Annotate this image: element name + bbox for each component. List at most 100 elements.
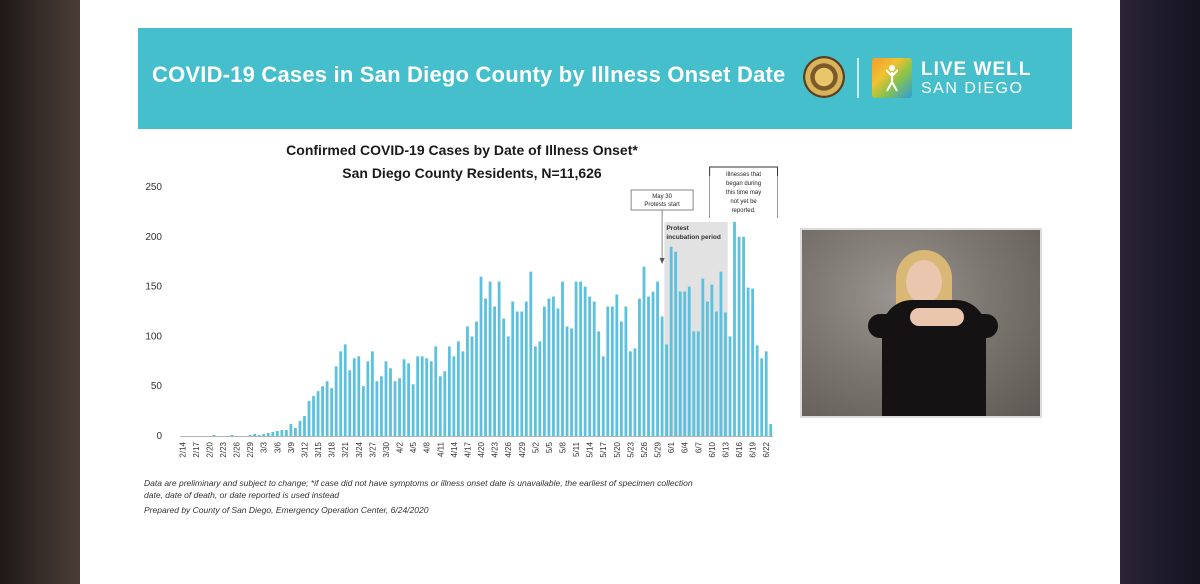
- x-tick-label: 2/29: [246, 441, 255, 457]
- x-tick-label: 2/17: [192, 441, 201, 457]
- bar: [556, 308, 560, 436]
- bar: [583, 286, 587, 436]
- bar: [610, 306, 614, 436]
- bar: [533, 346, 537, 436]
- x-tick-label: 3/6: [273, 441, 282, 453]
- bar: [475, 321, 478, 436]
- bar: [456, 341, 460, 436]
- y-tick-label: 150: [145, 282, 162, 293]
- bar: [696, 331, 700, 436]
- banner: COVID-19 Cases in San Diego County by Il…: [138, 28, 1072, 129]
- bar: [579, 281, 583, 436]
- bar: [343, 344, 347, 436]
- x-tick-label: 3/18: [328, 441, 337, 457]
- protests-start-arrowhead: [659, 258, 665, 264]
- chart-title: Confirmed COVID-19 Cases by Date of Illn…: [286, 142, 638, 158]
- bar: [253, 434, 257, 436]
- not-yet-reported-label: not yet be: [730, 199, 757, 205]
- bar: [733, 221, 736, 436]
- x-tick-label: 4/29: [518, 441, 527, 457]
- x-tick-label: 6/16: [735, 441, 744, 457]
- chart-subtitle: San Diego County Residents, N=11,626: [342, 165, 602, 181]
- bar: [588, 296, 592, 436]
- bar: [601, 356, 605, 436]
- bar: [275, 431, 279, 436]
- bar: [325, 381, 329, 436]
- bar: [262, 434, 266, 436]
- x-tick-label: 4/11: [436, 441, 445, 457]
- bar: [502, 318, 506, 436]
- x-tick-label: 4/8: [423, 441, 432, 453]
- bar: [574, 281, 578, 436]
- bar: [493, 306, 497, 436]
- bar: [497, 281, 501, 436]
- x-tick-label: 6/1: [667, 441, 676, 453]
- x-tick-label: 6/19: [749, 441, 758, 457]
- banner-title: COVID-19 Cases in San Diego County by Il…: [152, 62, 786, 87]
- bar: [316, 391, 320, 436]
- bar: [479, 276, 483, 436]
- bar: [592, 301, 596, 436]
- y-tick-label: 0: [156, 431, 162, 442]
- bar: [746, 287, 750, 436]
- x-tick-label: 5/26: [640, 441, 649, 457]
- bar: [339, 351, 343, 436]
- bar: [633, 348, 637, 436]
- bar: [615, 294, 619, 436]
- x-tick-label: 6/7: [694, 441, 703, 453]
- y-tick-label: 200: [145, 232, 162, 243]
- x-tick-label: 4/23: [491, 441, 500, 457]
- bar: [370, 351, 374, 436]
- bar: [565, 326, 569, 436]
- bar: [452, 356, 456, 436]
- bar: [760, 358, 764, 436]
- bar: [665, 344, 669, 436]
- bar: [434, 346, 438, 436]
- x-tick-label: 3/3: [260, 441, 269, 453]
- bar: [515, 311, 519, 436]
- bar: [230, 435, 234, 436]
- interpreter-hands: [910, 308, 964, 326]
- county-seal-icon: [803, 56, 845, 98]
- bar: [402, 359, 406, 436]
- bar: [642, 266, 646, 436]
- bar: [597, 331, 601, 436]
- bar: [710, 284, 714, 436]
- bar: [380, 376, 383, 436]
- footnote-line1: Data are preliminary and subject to chan…: [144, 478, 693, 488]
- bar: [705, 301, 709, 436]
- bar: [669, 246, 673, 436]
- x-tick-label: 2/26: [233, 441, 242, 457]
- bar: [393, 381, 397, 436]
- x-tick-label: 6/10: [708, 441, 717, 457]
- bar: [447, 346, 451, 436]
- bar: [769, 424, 773, 436]
- x-tick-label: 4/20: [477, 441, 486, 457]
- bar: [212, 435, 216, 436]
- bar: [398, 378, 401, 436]
- bar: [307, 401, 311, 436]
- bar: [470, 336, 474, 436]
- bar: [348, 370, 352, 436]
- bar: [764, 351, 768, 436]
- bar: [389, 368, 392, 436]
- bar: [561, 281, 564, 436]
- bar: [529, 271, 533, 436]
- x-tick-label: 3/24: [355, 441, 364, 457]
- x-tick-label: 3/12: [300, 441, 309, 457]
- bar: [312, 396, 315, 436]
- bar: [687, 286, 691, 436]
- footnote-line3: Prepared by County of San Diego, Emergen…: [144, 505, 429, 515]
- x-tick-label: 4/5: [409, 441, 418, 453]
- bar: [280, 430, 284, 436]
- bar: [298, 421, 302, 436]
- bar: [552, 296, 555, 436]
- x-tick-label: 4/17: [463, 441, 472, 457]
- bar: [678, 291, 682, 436]
- bar: [619, 321, 623, 436]
- x-tick-label: 5/14: [586, 441, 595, 457]
- bar: [466, 326, 469, 436]
- bar: [692, 331, 696, 436]
- x-tick-label: 4/2: [396, 441, 405, 453]
- bar: [511, 301, 515, 436]
